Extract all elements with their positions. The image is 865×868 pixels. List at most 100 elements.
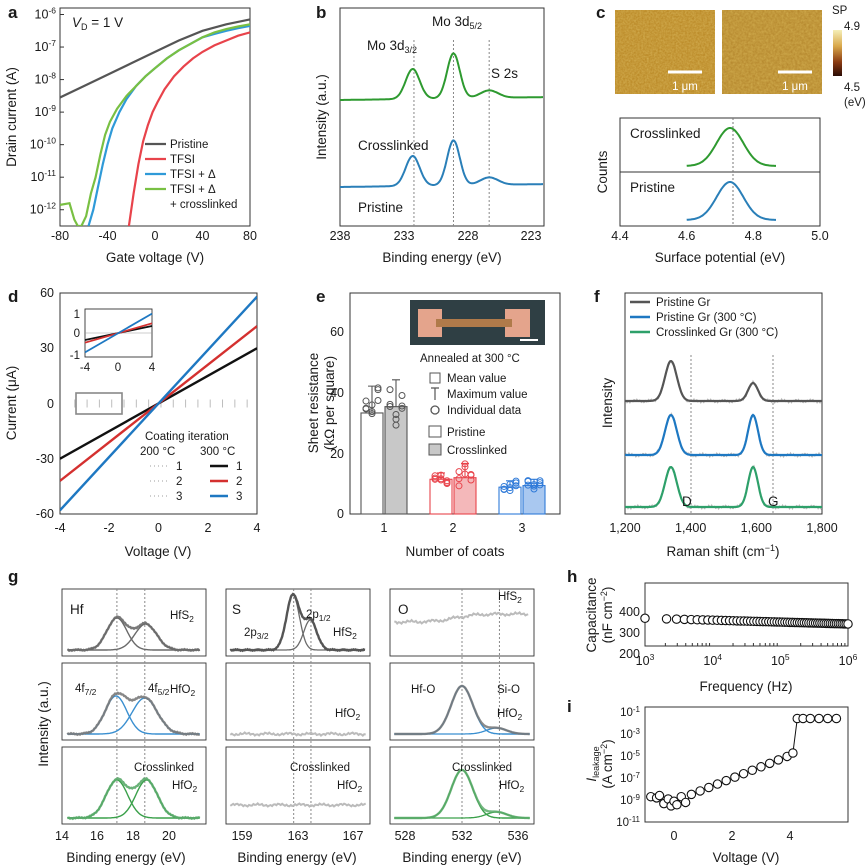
series-line	[340, 52, 543, 101]
y-tick: 10-9	[35, 103, 57, 119]
legend-item: + crosslinked	[170, 199, 237, 211]
data-point	[686, 789, 697, 800]
panel-label: f	[594, 287, 600, 306]
series-line	[340, 139, 543, 188]
y-tick: 10-11	[30, 168, 56, 184]
subplot-frame	[225, 746, 371, 825]
legend-item: Individual data	[447, 405, 522, 417]
data-point	[536, 479, 544, 487]
x-tick: 167	[343, 829, 364, 843]
data-point	[512, 477, 520, 485]
x-tick: 4.6	[678, 229, 695, 243]
y-tick: 10-7	[35, 38, 57, 54]
legend-item: Mean value	[447, 373, 506, 385]
series-line	[625, 413, 822, 457]
x-tick: 5.0	[811, 229, 828, 243]
envelope-curve	[66, 691, 200, 737]
y-tick: 200	[619, 647, 640, 661]
plot-frame	[644, 582, 849, 647]
element-label: O	[398, 602, 409, 617]
y-tick: 0	[337, 507, 344, 521]
colorbar-unit: (eV)	[844, 97, 865, 109]
x-tick: 1	[381, 521, 388, 535]
plot-frame	[339, 7, 545, 227]
data-point	[536, 481, 544, 489]
row-label: HfO2	[172, 780, 197, 794]
x-tick: 223	[521, 229, 542, 243]
inset-x-tick: 4	[149, 362, 156, 374]
peak-label: 4f5/2	[148, 683, 170, 697]
x-tick: -80	[51, 229, 69, 243]
x-axis-label: Voltage (V)	[713, 850, 780, 865]
row-label: HfO2	[337, 780, 362, 794]
x-tick: 4	[254, 521, 261, 535]
legend-item: TFSI + Δ	[170, 169, 216, 181]
series-line	[127, 31, 250, 226]
plot-frame	[619, 171, 821, 227]
data-point	[764, 758, 775, 769]
y-tick: -60	[36, 507, 54, 521]
series-lines	[60, 18, 250, 226]
data-point	[374, 384, 382, 392]
data-point	[368, 408, 376, 416]
x-tick: 233	[394, 229, 415, 243]
data-point	[738, 768, 749, 779]
curve-label: Crosslinked	[358, 138, 429, 153]
panel-a: a 10-12 10-11 10-10 10-9 10-8 10-7 10-6 VD = 1…	[4, 3, 257, 265]
data-point	[536, 477, 544, 485]
y-axis-label: (nF cm−2)	[599, 587, 615, 644]
data-point	[680, 797, 691, 808]
panel-label: c	[596, 3, 605, 22]
y-tick: 10-5	[620, 749, 640, 763]
panel-b: b Mo 3d3/2 Mo 3d5/2 S 2s Crosslinked Pri…	[314, 3, 545, 265]
subplot-frame	[225, 662, 371, 741]
x-tick: 536	[508, 829, 529, 843]
series-lines	[340, 52, 543, 188]
plot-frame	[59, 7, 251, 227]
legend-item: Maximum value	[447, 389, 528, 401]
data-point	[843, 619, 853, 629]
data-point	[672, 799, 682, 810]
panel-label: g	[8, 567, 18, 586]
legend-item: Pristine	[447, 427, 485, 439]
data-point	[721, 775, 731, 786]
x-axis-label: Binding energy (eV)	[382, 250, 501, 265]
plot-frame	[644, 706, 849, 823]
peak-label: 2p1/2	[306, 609, 331, 623]
legend-item: Pristine Gr	[656, 297, 710, 309]
y-tick: 20	[330, 447, 344, 461]
data-point	[814, 713, 824, 724]
y-axis-label: Intensity (a.u.)	[36, 681, 51, 767]
y-axis-label: (A cm−2)	[599, 739, 615, 788]
x-tick: 4	[787, 829, 794, 843]
device-photo	[410, 300, 545, 345]
panel-label: a	[8, 3, 18, 22]
row-label: HfS2	[333, 627, 357, 641]
inset-x-tick: -4	[80, 362, 91, 374]
y-tick: 30	[40, 341, 54, 355]
envelope-curve	[67, 615, 201, 653]
scale-bar-label: 1 μm	[672, 81, 698, 93]
row-label: HfS2	[498, 591, 522, 605]
row-label-prefix: Crosslinked	[452, 762, 512, 774]
panel-c: c 1 μm 1 μm SP 4.9 4.5 (eV) Crosslinked …	[595, 3, 865, 265]
y-tick: 300	[619, 626, 640, 640]
x-tick: 16	[90, 829, 104, 843]
panel-h: h 400 300 200 103 104 105 106 Frequency …	[567, 567, 858, 694]
legend: Pristine TFSI TFSI + Δ TFSI + Δ + crossl…	[145, 139, 237, 211]
x-tick: 0	[152, 229, 159, 243]
panel-i: i 10-1 10-3 10-5 10-7 10-9 10-11 0 2 4 V…	[567, 697, 849, 865]
x-tick: 0	[155, 521, 162, 535]
row-label: HfO2	[499, 780, 524, 794]
y-axis-label: (kΩ per square)	[322, 356, 337, 450]
inset-line	[84, 312, 153, 354]
legend-item: Crosslinked Gr (300 °C)	[656, 327, 778, 339]
data-point	[704, 782, 714, 793]
bar	[360, 412, 384, 515]
fit-curve	[67, 617, 200, 651]
colorbar-max: 4.9	[844, 21, 860, 33]
y-tick: 10-6	[35, 6, 57, 22]
series-line	[686, 181, 776, 221]
x-tick: 2	[729, 829, 736, 843]
row-label-prefix: Crosslinked	[134, 762, 194, 774]
